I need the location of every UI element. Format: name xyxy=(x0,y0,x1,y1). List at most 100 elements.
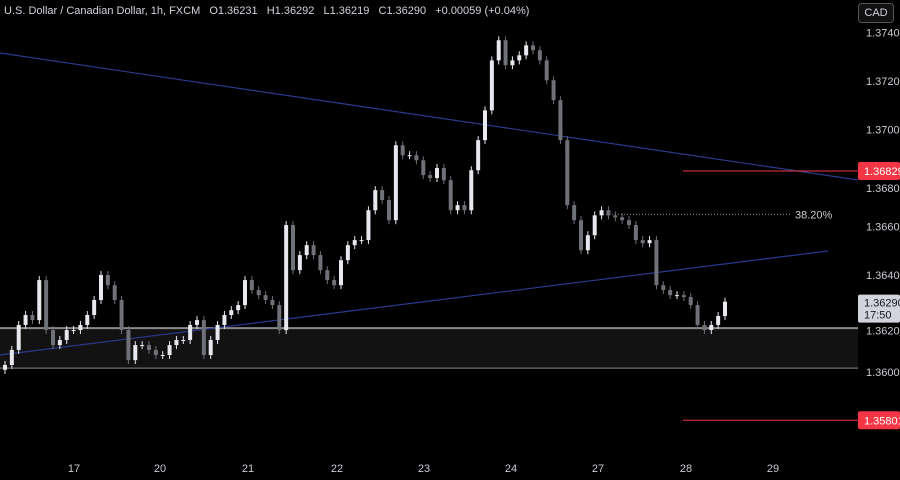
candle-body xyxy=(524,45,529,56)
ohlc-change: +0.00059 (+0.04%) xyxy=(435,5,530,17)
y-tick-label: 1.37000 xyxy=(866,125,900,137)
x-tick-label: 22 xyxy=(331,463,343,475)
candle-body xyxy=(30,315,35,321)
candle-body xyxy=(585,235,590,251)
candle-body xyxy=(140,345,145,347)
candle-body xyxy=(455,205,460,211)
candle-body xyxy=(332,280,337,286)
candle-body xyxy=(243,280,247,306)
candle-body xyxy=(215,324,220,340)
ohlc-open: O1.36231 xyxy=(209,5,258,17)
level-label-bg xyxy=(858,411,900,430)
candle-body xyxy=(592,215,597,236)
candle-body xyxy=(483,110,487,141)
x-tick-label: 20 xyxy=(154,463,166,475)
candle-body xyxy=(284,225,289,331)
x-tick-label: 17 xyxy=(68,463,80,475)
ascending-trendline xyxy=(0,250,829,356)
candle-body xyxy=(414,155,419,161)
candle-body xyxy=(297,255,302,271)
candle-body xyxy=(407,155,412,157)
candle-body xyxy=(544,60,549,81)
candle-body xyxy=(236,305,241,311)
candle-body xyxy=(167,345,172,356)
candle-body xyxy=(23,315,28,325)
descending-trendline xyxy=(0,52,859,181)
candle-body xyxy=(510,60,515,66)
x-tick-label: 28 xyxy=(680,463,692,475)
candle-body xyxy=(448,180,453,211)
candle-body xyxy=(393,145,398,221)
x-tick-label: 24 xyxy=(505,463,517,475)
symbol-title: U.S. Dollar / Canadian Dollar, 1h, FXCM xyxy=(4,5,201,17)
fib-level-label: 38.20% xyxy=(795,209,833,221)
candle-body xyxy=(373,190,378,211)
y-tick-label: 1.36800 xyxy=(866,183,900,195)
candle-body xyxy=(421,160,426,176)
candle-body xyxy=(675,295,679,297)
candle-body xyxy=(263,295,268,300)
candle-body xyxy=(318,255,323,271)
x-tick-label: 23 xyxy=(418,463,430,475)
candle-body xyxy=(551,80,556,101)
candle-body xyxy=(339,260,343,286)
candle-body xyxy=(201,320,206,356)
candle-body xyxy=(188,324,193,340)
candle-body xyxy=(85,315,90,325)
candle-body xyxy=(702,324,707,331)
level-label: 1.35801 xyxy=(864,415,900,427)
x-tick-label: 27 xyxy=(592,463,604,475)
x-tick-label: 21 xyxy=(242,463,254,475)
candle-body xyxy=(112,285,117,300)
candle-body xyxy=(311,245,316,256)
candle-body xyxy=(304,245,309,256)
bar-countdown: 17:50 xyxy=(864,310,892,322)
candle-body xyxy=(462,205,467,211)
candle-body xyxy=(119,299,124,331)
candle-body xyxy=(9,349,14,365)
candle-body xyxy=(400,145,405,156)
candle-body xyxy=(387,200,391,221)
y-tick-label: 1.36400 xyxy=(866,270,900,282)
candle-body xyxy=(599,210,604,216)
candle-body xyxy=(291,225,295,271)
candle-body xyxy=(64,330,69,340)
candle-body xyxy=(147,345,151,350)
candle-body xyxy=(229,310,234,316)
ohlc-low: L1.36219 xyxy=(323,5,370,17)
level-label: 1.36829 xyxy=(864,166,900,178)
ohlc-high: H1.36292 xyxy=(266,5,315,17)
candle-body xyxy=(57,339,62,346)
candle-body xyxy=(249,280,254,291)
candle-body xyxy=(476,140,481,171)
candle-body xyxy=(174,339,179,346)
candle-body xyxy=(668,290,673,296)
candle-body xyxy=(277,305,282,331)
currency-button[interactable]: CAD xyxy=(858,3,894,23)
candle-body xyxy=(16,324,21,350)
candle-body xyxy=(256,290,261,296)
candle-body xyxy=(681,295,686,298)
candle-body xyxy=(37,280,42,321)
candle-body xyxy=(716,315,721,325)
candle-body xyxy=(640,240,645,244)
ohlc-close: C1.36290 xyxy=(378,5,427,17)
candle-body xyxy=(435,168,439,178)
candle-body xyxy=(181,339,186,341)
candle-body xyxy=(3,364,7,370)
candle-body xyxy=(270,299,275,306)
candle-body xyxy=(441,168,446,181)
candle-body xyxy=(359,240,364,242)
candle-body xyxy=(195,320,199,325)
candle-body xyxy=(627,220,631,226)
candle-body xyxy=(695,305,700,325)
support-zone xyxy=(0,328,858,369)
candle-body xyxy=(133,345,138,361)
candle-body xyxy=(688,297,693,306)
candle-body xyxy=(92,299,97,316)
y-tick-label: 1.37200 xyxy=(866,76,900,88)
candle-body xyxy=(380,190,385,201)
candle-body xyxy=(160,355,165,357)
candle-body xyxy=(153,349,158,356)
